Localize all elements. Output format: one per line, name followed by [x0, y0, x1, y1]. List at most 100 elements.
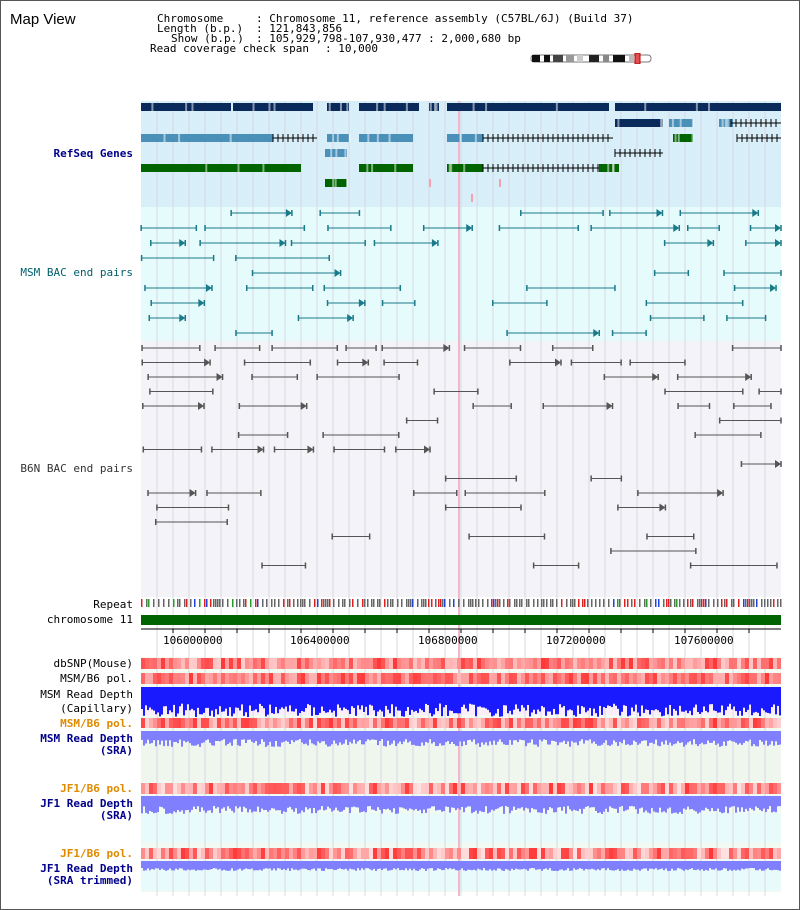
jf1-sra-depth-bar	[473, 796, 475, 813]
track-label-jf1-pol-2[interactable]: JF1/B6 pol.	[60, 847, 133, 860]
msm-pol2-cell	[377, 718, 381, 728]
dbsnp-cell	[265, 658, 269, 669]
track-label-msm-depth-sra[interactable]: MSM Read Depth	[40, 732, 133, 745]
track-label-msm-pol-2[interactable]: MSM/B6 pol.	[60, 717, 133, 730]
track-label-refseq[interactable]: RefSeq Genes	[53, 147, 133, 160]
msm-sra-depth-bar	[551, 731, 553, 741]
track-label-dbsnp[interactable]: dbSNP(Mouse)	[53, 657, 133, 670]
capillary-depth-bar	[397, 687, 399, 711]
dbsnp-cell	[217, 658, 221, 669]
jf1-trim-depth-bar	[763, 861, 765, 871]
capillary-depth-bar	[747, 687, 749, 710]
track-label-jf1-pol[interactable]: JF1/B6 pol.	[60, 782, 133, 795]
track-label-jf1-depth[interactable]: JF1 Read Depth	[40, 797, 133, 810]
jf1-trim-depth-bar	[351, 861, 353, 870]
capillary-depth-bar	[257, 687, 259, 713]
repeat-mark	[148, 599, 150, 607]
jf1-trim-depth-bar	[217, 861, 219, 870]
jf1-pol2-cell	[265, 848, 269, 859]
dbsnp-cell	[353, 658, 357, 669]
capillary-depth-bar	[433, 687, 435, 715]
capillary-depth-bar	[683, 687, 685, 712]
msm-sra-depth-bar	[255, 731, 257, 742]
msm-pol2-cell	[321, 718, 325, 728]
dbsnp-cell	[253, 658, 257, 669]
capillary-depth-bar	[495, 687, 497, 714]
jf1-trim-depth-bar	[611, 861, 613, 871]
jf1-pol-cell	[385, 783, 389, 794]
msm-pol2-cell	[209, 718, 213, 728]
msm-sra-depth-bar	[593, 731, 595, 742]
jf1-pol2-cell	[585, 848, 589, 859]
repeat-mark	[690, 599, 692, 607]
exon-gap	[724, 119, 727, 127]
jf1-sra-depth-bar	[469, 796, 471, 807]
jf1-trim-depth-bar	[565, 861, 567, 871]
jf1-sra-depth-bar	[341, 796, 343, 812]
msm-sra-depth-bar	[695, 731, 697, 745]
dbsnp-cell	[617, 658, 621, 669]
repeat-mark	[550, 599, 552, 607]
track-label-chromosome[interactable]: chromosome 11	[46, 613, 133, 626]
repeat-mark	[384, 599, 386, 607]
jf1-sra-depth-bar	[389, 796, 391, 811]
msm-pol2-cell	[685, 718, 689, 728]
msm-pol2-cell	[277, 718, 281, 728]
exon-gap	[429, 103, 432, 111]
track-label-msm-pol[interactable]: MSM/B6 pol.	[60, 672, 133, 685]
track-label-msm-depth-capillary[interactable]: MSM Read Depth	[40, 688, 133, 701]
dbsnp-cell	[389, 658, 393, 669]
msm-pol-cell	[697, 673, 701, 684]
msm-pol2-cell	[449, 718, 453, 728]
jf1-trim-depth-bar	[541, 861, 543, 871]
jf1-pol-cell	[305, 783, 309, 794]
capillary-depth-bar	[161, 687, 163, 715]
chromosome-ideogram[interactable]	[529, 53, 653, 64]
exon-gap	[555, 103, 558, 111]
jf1-pol2-cell	[261, 848, 265, 859]
msm-pol-cell	[177, 673, 181, 684]
capillary-depth-bar	[205, 687, 207, 708]
jf1-trim-depth-bar	[243, 861, 245, 870]
msm-pol2-cell	[185, 718, 189, 728]
capillary-depth-bar	[529, 687, 531, 717]
jf1-trim-depth-bar	[451, 861, 453, 870]
msm-sra-depth-bar	[437, 731, 439, 747]
msm-pol2-cell	[433, 718, 437, 728]
jf1-sra-depth-bar	[709, 796, 711, 812]
jf1-trim-depth-bar	[365, 861, 367, 869]
track-label-repeat[interactable]: Repeat	[93, 598, 133, 611]
jf1-sra-depth-bar	[347, 796, 349, 808]
msm-pol-cell	[497, 673, 501, 684]
repeat-mark	[472, 599, 474, 607]
dbsnp-cell	[777, 658, 781, 669]
msm-pol-cell	[197, 673, 201, 684]
msm-sra-depth-bar	[533, 731, 535, 745]
msm-pol-cell	[373, 673, 377, 684]
msm-sra-depth-bar	[647, 731, 649, 746]
msm-pol-cell	[513, 673, 517, 684]
msm-pol2-cell	[153, 718, 157, 728]
repeat-mark	[153, 599, 155, 607]
track-label-msm-bac[interactable]: MSM BAC end pairs	[20, 266, 133, 279]
jf1-sra-depth-bar	[231, 796, 233, 811]
jf1-sra-depth-bar	[215, 796, 217, 809]
track-label-jf1-trimmed[interactable]: JF1 Read Depth	[40, 862, 133, 875]
jf1-pol-cell	[669, 783, 673, 794]
msm-sra-depth-bar	[413, 731, 415, 745]
dbsnp-cell	[509, 658, 513, 669]
repeat-mark	[644, 599, 646, 607]
track-label-jf1-trimmed-sub: (SRA trimmed)	[46, 874, 133, 887]
capillary-depth-bar	[455, 687, 457, 714]
exon-gap	[376, 103, 379, 111]
repeat-mark	[603, 599, 605, 607]
jf1-trim-depth-bar	[157, 861, 159, 869]
msm-sra-depth-bar	[507, 731, 509, 745]
jf1-sra-depth-bar	[411, 796, 413, 810]
jf1-trim-depth-bar	[711, 861, 713, 870]
jf1-pol2-cell	[669, 848, 673, 859]
jf1-pol2-cell	[233, 848, 237, 859]
jf1-trim-depth-bar	[765, 861, 767, 870]
capillary-depth-bar	[143, 687, 145, 716]
track-label-b6n-bac[interactable]: B6N BAC end pairs	[20, 462, 133, 475]
